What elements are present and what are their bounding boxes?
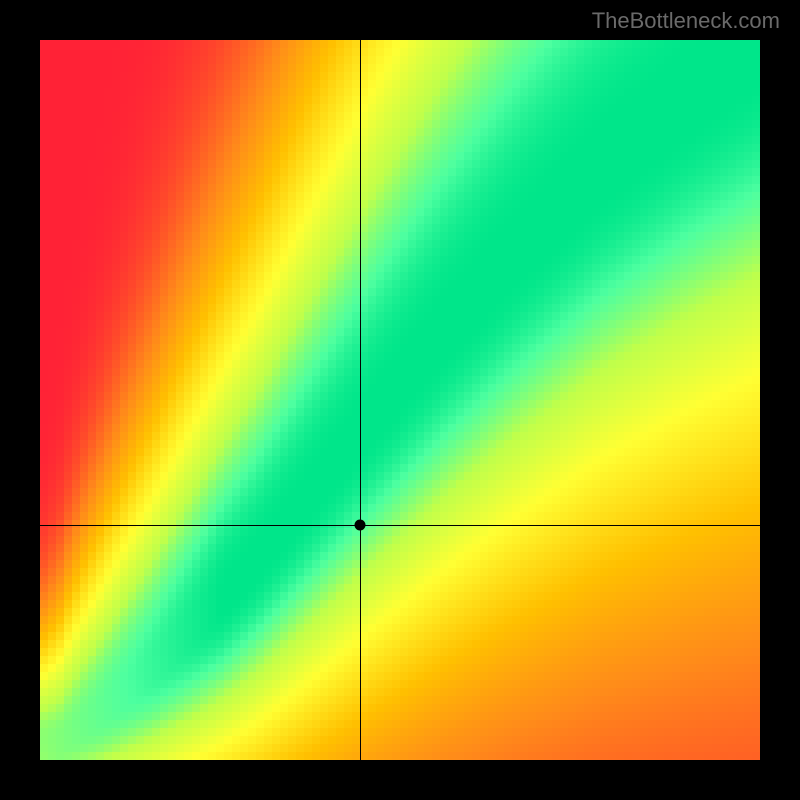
crosshair-vertical — [360, 40, 361, 760]
crosshair-marker — [354, 520, 365, 531]
heatmap-chart — [40, 40, 760, 760]
watermark-text: TheBottleneck.com — [592, 8, 780, 34]
heatmap-canvas — [40, 40, 760, 760]
crosshair-horizontal — [40, 525, 760, 526]
